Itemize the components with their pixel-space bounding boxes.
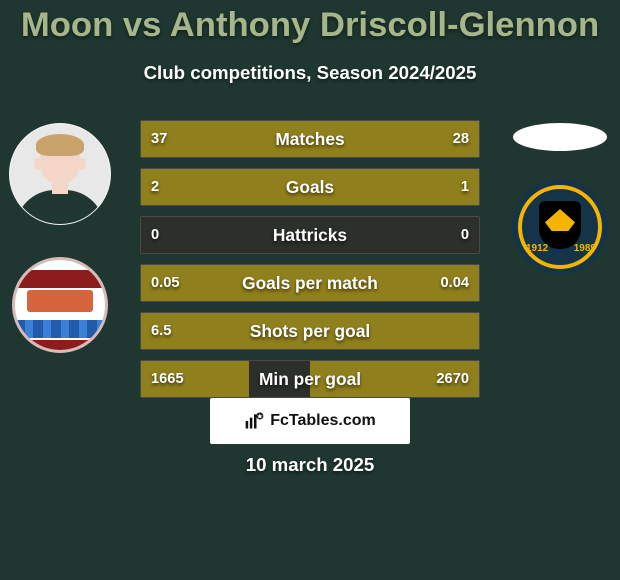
football-chart-icon — [244, 411, 264, 431]
stat-label: Goals — [141, 169, 479, 205]
stat-label: Matches — [141, 121, 479, 157]
player-avatar-left — [9, 123, 111, 225]
stat-label: Shots per goal — [141, 313, 479, 349]
stat-bars: 3728Matches 21Goals 00Hattricks 0.050.04Goa… — [140, 120, 480, 408]
left-player-column — [0, 105, 120, 353]
stat-row: 16652670Min per goal — [140, 360, 480, 398]
stat-label: Goals per match — [141, 265, 479, 301]
stat-label: Hattricks — [141, 217, 479, 253]
source-badge: FcTables.com — [210, 398, 410, 444]
club-crest-left — [12, 257, 108, 353]
stat-row: 0.050.04Goals per match — [140, 264, 480, 302]
stat-row: 21Goals — [140, 168, 480, 206]
comparison-date: 10 march 2025 — [0, 454, 620, 476]
crest-year-left: 1912 — [526, 243, 548, 254]
right-player-column: 1912 1989 — [500, 105, 620, 283]
season-subtitle: Club competitions, Season 2024/2025 — [0, 62, 620, 84]
source-badge-text: FcTables.com — [270, 412, 376, 430]
crest-year-right: 1989 — [574, 243, 596, 254]
stat-row: 00Hattricks — [140, 216, 480, 254]
stat-label: Min per goal — [141, 361, 479, 397]
player-avatar-right-placeholder — [513, 123, 607, 151]
stat-row: 3728Matches — [140, 120, 480, 158]
comparison-title: Moon vs Anthony Driscoll-Glennon — [0, 6, 620, 45]
stat-row: 6.5Shots per goal — [140, 312, 480, 350]
club-crest-right: 1912 1989 — [512, 179, 608, 275]
